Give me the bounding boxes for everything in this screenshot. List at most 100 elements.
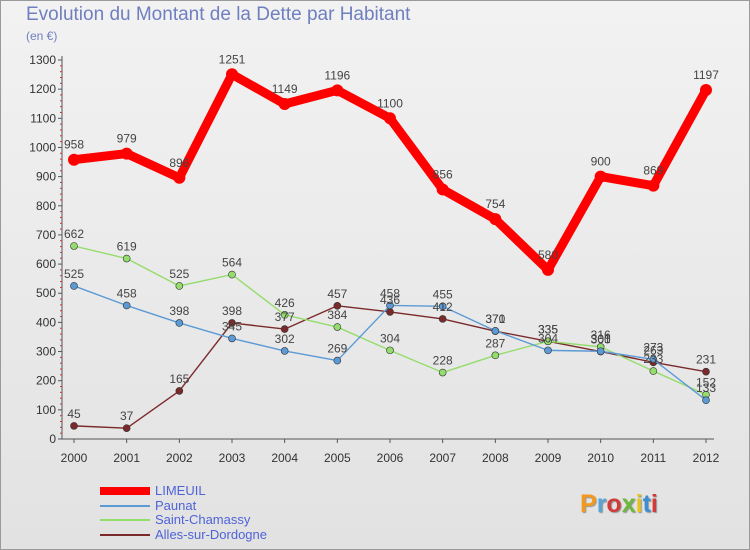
data-label: 580 [538,248,558,262]
data-point [333,301,342,310]
data-point [436,183,449,196]
y-tick-label: 1000 [29,140,56,154]
legend-swatch [100,533,150,536]
data-point [333,323,342,331]
data-point [280,325,289,333]
legend-swatch [100,487,150,495]
x-tick-label: 2009 [535,451,562,465]
data-label: 345 [222,319,242,333]
data-label: 412 [433,300,453,314]
data-point [649,367,658,375]
data-point [228,270,236,279]
data-label: 300 [591,333,611,347]
data-label: 1197 [693,68,719,82]
legend-label: LIMEUIL [155,483,206,498]
x-tick-label: 2008 [482,451,509,465]
data-label: 900 [591,155,611,169]
data-label: 263 [643,343,663,357]
x-tick-label: 2006 [377,451,404,465]
data-label: 455 [433,287,453,301]
data-label: 662 [64,227,84,241]
data-label: 37 [120,409,134,423]
legend-label: Paunat [155,497,197,513]
data-label: 301 [591,332,611,346]
data-label: 436 [380,293,400,307]
chart-axes: 0 100 200 300 400 500 600 700 800 900 1000 1100 1200… [29,53,719,465]
data-point [491,327,500,335]
data-point [489,213,502,226]
data-point [544,337,552,346]
data-point [491,351,500,360]
data-label: 869 [643,164,663,178]
data-point [173,171,186,184]
data-label: 398 [222,304,242,318]
data-point [438,302,447,311]
data-label: 316 [591,328,611,342]
data-label: 335 [538,322,558,336]
data-point [594,170,607,183]
data-label: 133 [696,381,716,395]
data-label: 287 [485,336,505,350]
y-tick-label: 1100 [30,111,56,125]
data-labels: 45 37 165 398 377 457 436 412 370 335 300 263 231 662… [64,52,719,423]
data-point [280,347,289,355]
data-label: 896 [169,156,189,170]
x-tick-label: 2000 [61,451,88,465]
data-label: 165 [169,372,189,386]
logo-letter: o [606,490,622,518]
data-point [120,147,133,160]
y-tick-label: 500 [36,286,56,300]
legend-swatch [100,519,150,521]
x-tick-label: 2004 [271,451,298,465]
logo-letter: P [580,490,597,518]
x-tick-label: 2011 [640,451,666,465]
data-label: 1251 [219,52,246,66]
legend-swatch [100,504,150,507]
data-label: 979 [117,132,137,146]
data-label: 525 [169,267,189,281]
data-label: 754 [485,197,505,211]
y-tick-label: 300 [36,345,56,359]
data-point [70,422,78,430]
data-label: 302 [275,332,295,346]
data-point [544,346,552,355]
data-label: 458 [380,286,400,300]
data-label: 304 [380,331,400,345]
data-label: 426 [275,296,295,310]
y-tick-label: 200 [36,374,56,388]
data-label: 457 [327,287,347,301]
data-point [228,319,236,327]
data-point [386,301,394,310]
data-point [438,315,447,323]
logo-letter: t [642,490,651,518]
data-label: 619 [117,240,137,254]
data-point [175,319,184,327]
data-label: 228 [433,354,453,368]
y-tick-label: 900 [36,170,56,184]
data-label: 856 [433,167,453,181]
logo-letter: x [621,490,636,518]
data-label: 269 [327,342,347,356]
legend-label: Alles-sur-Dordogne [155,526,267,542]
data-label: 231 [696,353,716,367]
data-point [386,346,394,355]
x-tick-label: 2012 [693,451,720,465]
data-point [226,68,238,81]
y-tick-label: 100 [36,403,56,417]
data-label: 273 [643,340,663,354]
data-point [702,396,710,405]
data-label: 45 [67,407,81,421]
y-tick-label: 1300 [29,53,56,67]
series-lines [68,68,712,433]
legend-label: Saint-Chamassy [155,512,251,527]
x-tick-label: 2007 [429,451,456,465]
data-point [175,282,184,290]
data-point [68,153,80,166]
chart-title: Evolution du Montant de la Dette par Hab… [26,4,411,25]
y-tick-label: 400 [36,315,56,329]
data-point [70,282,78,290]
data-point [280,311,289,319]
data-point [700,84,712,97]
